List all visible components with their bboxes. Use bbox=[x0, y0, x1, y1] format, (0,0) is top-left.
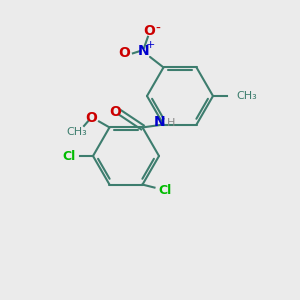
Text: O: O bbox=[110, 105, 122, 119]
Text: O: O bbox=[143, 24, 155, 38]
Text: -: - bbox=[155, 21, 160, 35]
Text: N: N bbox=[154, 115, 166, 128]
Text: +: + bbox=[146, 40, 155, 50]
Text: N: N bbox=[138, 44, 150, 58]
Text: O: O bbox=[118, 46, 130, 60]
Text: Cl: Cl bbox=[62, 149, 76, 163]
Text: CH₃: CH₃ bbox=[66, 127, 87, 137]
Text: CH₃: CH₃ bbox=[236, 91, 257, 101]
Text: H: H bbox=[167, 118, 175, 128]
Text: O: O bbox=[85, 111, 98, 125]
Text: Cl: Cl bbox=[158, 184, 172, 197]
